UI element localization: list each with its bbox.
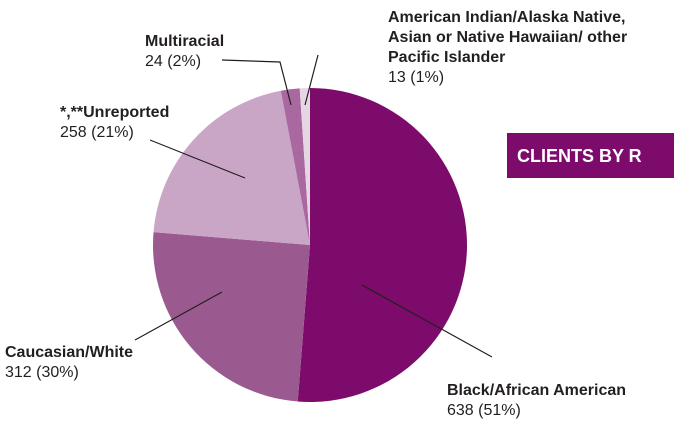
value-label: 638 (51%) [447,402,521,419]
leader-line [304,54,319,106]
value-label: 258 (21%) [60,124,134,141]
category-label: Caucasian/White [5,344,134,361]
value-label: 24 (2%) [145,53,202,70]
pie-slice [280,88,310,245]
slice-label: Multiracial 24 (2%) [145,32,224,72]
pie [153,88,467,402]
chart-title: CLIENTS BY R [517,146,642,166]
pie-slice [299,88,310,245]
leader-line [134,291,223,341]
category-label: Black/African American [447,382,627,399]
category-label: American Indian/Alaska Native, Asian or … [388,9,628,66]
slice-label: Black/African American 638 (51%) [447,381,626,421]
category-label: Multiracial [145,33,225,50]
title-banner [507,133,674,178]
value-label: 13 (1%) [388,69,445,86]
pie-slice [297,88,467,402]
slice-label: Caucasian/White 312 (30%) [5,343,133,383]
slice-label: American Indian/Alaska Native, Asian or … [388,8,672,88]
pie-slice [153,90,310,245]
leader-line [221,59,292,106]
pie-slice [153,232,310,402]
leader-line [361,284,493,358]
leader-line [149,139,246,179]
slice-label: *,**Unreported 258 (21%) [60,103,169,143]
category-label: *,**Unreported [60,104,170,121]
value-label: 312 (30%) [5,364,79,381]
